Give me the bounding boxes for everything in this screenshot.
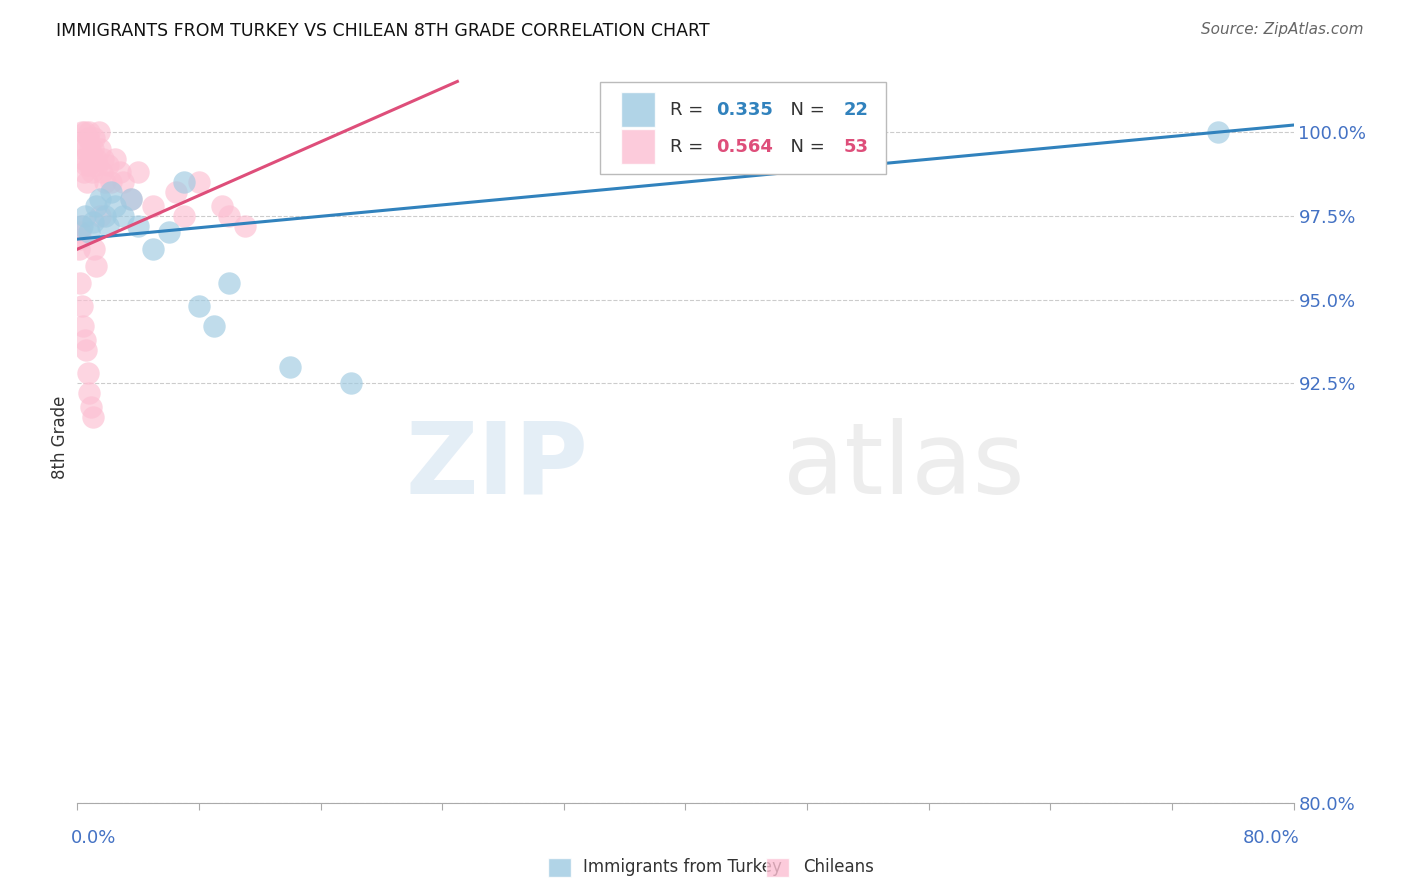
Point [111, 175, 134, 189]
Text: N =: N = [779, 101, 831, 119]
Point [73, 209, 96, 223]
Point [233, 219, 256, 233]
Point [340, 376, 363, 391]
Point [73, 125, 96, 139]
FancyBboxPatch shape [621, 129, 655, 164]
Text: Chileans: Chileans [803, 858, 873, 876]
Point [83, 242, 105, 256]
Point [91, 152, 114, 166]
Point [80, 400, 103, 414]
Text: ZIP: ZIP [405, 417, 588, 515]
Text: 0.0%: 0.0% [72, 829, 117, 847]
Y-axis label: 8th Grade: 8th Grade [51, 395, 69, 479]
Point [93, 209, 115, 223]
Point [97, 158, 120, 172]
Point [188, 299, 211, 313]
Text: Source: ZipAtlas.com: Source: ZipAtlas.com [1201, 22, 1364, 37]
Text: 53: 53 [844, 137, 869, 155]
Point [127, 165, 149, 179]
Point [70, 125, 93, 139]
Point [79, 386, 101, 401]
Point [278, 359, 301, 374]
Point [75, 142, 97, 156]
Point [67, 242, 90, 256]
Text: 0.564: 0.564 [716, 137, 773, 155]
Point [202, 319, 225, 334]
Text: 0.335: 0.335 [716, 101, 773, 119]
Point [76, 175, 98, 189]
Point [73, 333, 96, 347]
Point [93, 175, 115, 189]
Text: IMMIGRANTS FROM TURKEY VS CHILEAN 8TH GRADE CORRELATION CHART: IMMIGRANTS FROM TURKEY VS CHILEAN 8TH GR… [56, 22, 710, 40]
Point [142, 242, 165, 256]
Point [104, 152, 127, 166]
Point [104, 198, 127, 212]
Text: R =: R = [669, 137, 709, 155]
Point [165, 185, 187, 199]
Point [108, 165, 131, 179]
FancyBboxPatch shape [621, 92, 655, 127]
Text: 22: 22 [844, 101, 869, 119]
FancyBboxPatch shape [600, 82, 886, 174]
Point [73, 165, 96, 179]
Point [100, 175, 122, 189]
Point [86, 158, 108, 172]
Point [75, 343, 97, 357]
Point [75, 158, 97, 172]
Point [120, 192, 142, 206]
Point [82, 409, 104, 424]
Point [72, 142, 94, 156]
Point [100, 185, 122, 199]
Point [89, 142, 111, 156]
Point [127, 219, 149, 233]
Point [79, 226, 101, 240]
Point [90, 165, 112, 179]
Point [142, 198, 165, 212]
Point [1206, 125, 1229, 139]
Point [72, 319, 94, 334]
Text: 80.0%: 80.0% [1243, 829, 1299, 847]
Point [72, 152, 94, 166]
Point [69, 232, 91, 246]
Point [70, 219, 93, 233]
Point [82, 215, 104, 229]
Point [173, 175, 195, 189]
Point [77, 131, 100, 145]
Point [173, 209, 195, 223]
Text: N =: N = [779, 137, 831, 155]
Point [84, 198, 107, 212]
Point [84, 152, 107, 166]
Point [69, 276, 91, 290]
Point [82, 142, 104, 156]
Point [97, 219, 120, 233]
Point [218, 209, 240, 223]
Point [111, 209, 134, 223]
Point [70, 219, 93, 233]
Point [89, 192, 111, 206]
Text: Immigrants from Turkey: Immigrants from Turkey [583, 858, 782, 876]
Point [80, 165, 103, 179]
Point [84, 259, 107, 273]
Point [87, 125, 110, 139]
Point [89, 209, 111, 223]
Point [83, 131, 105, 145]
Point [70, 299, 93, 313]
Point [79, 142, 101, 156]
Point [80, 152, 103, 166]
Point [69, 226, 91, 240]
Point [77, 158, 100, 172]
Point [120, 192, 142, 206]
Text: atlas: atlas [783, 417, 1025, 515]
Point [218, 276, 240, 290]
Point [77, 367, 100, 381]
Point [211, 198, 233, 212]
Point [79, 125, 101, 139]
Text: R =: R = [669, 101, 709, 119]
Point [157, 226, 180, 240]
Point [188, 175, 211, 189]
